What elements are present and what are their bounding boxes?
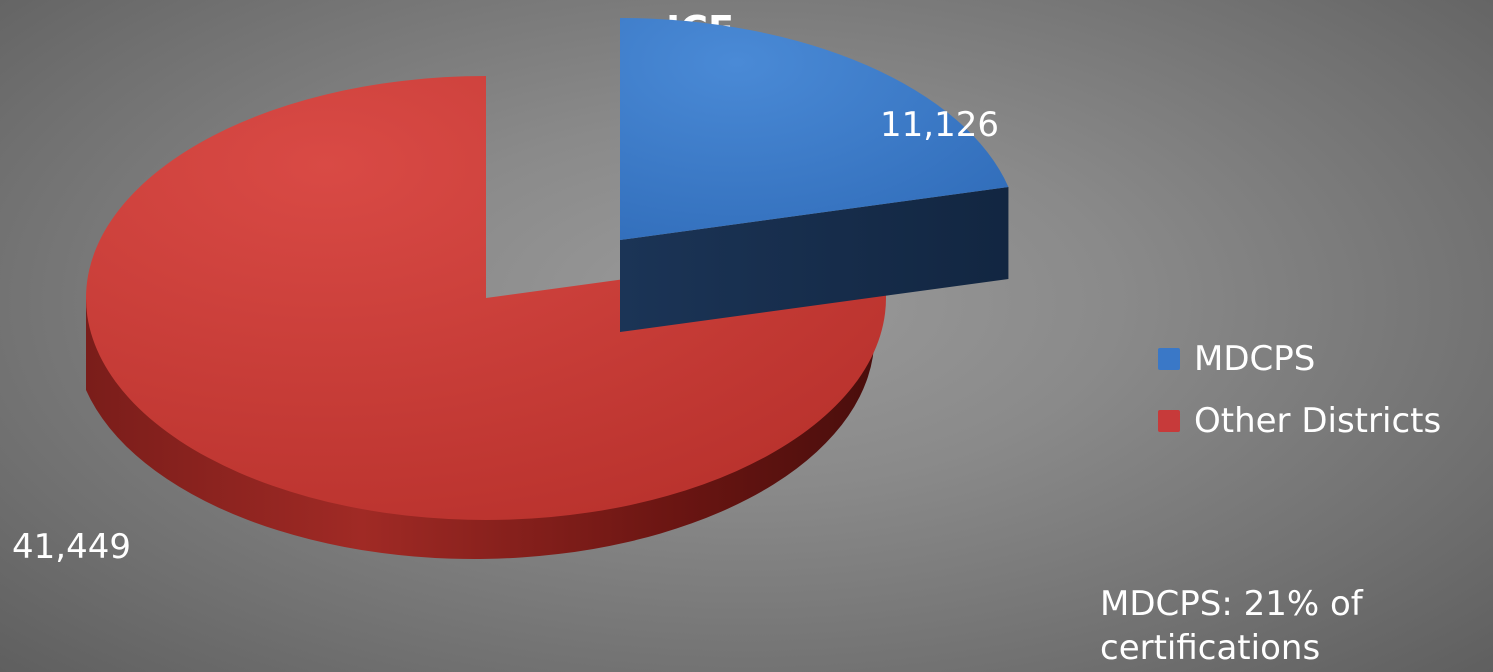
legend-swatch-mdcps bbox=[1158, 348, 1180, 370]
slice-mdcps bbox=[620, 18, 1009, 240]
legend-label-other-districts: Other Districts bbox=[1194, 401, 1442, 441]
legend-label-mdcps: MDCPS bbox=[1194, 339, 1316, 379]
slice-other-districts bbox=[86, 76, 887, 520]
data-label-other-districts: 41,449 bbox=[12, 527, 131, 567]
data-label-mdcps: 11,126 bbox=[880, 105, 999, 145]
legend-item-other-districts: Other Districts bbox=[1158, 390, 1441, 452]
legend-swatch-other-districts bbox=[1158, 410, 1180, 432]
annotation-note: MDCPS: 21% of certifications bbox=[1100, 584, 1363, 668]
legend: MDCPS Other Districts bbox=[1158, 328, 1441, 452]
legend-item-mdcps: MDCPS bbox=[1158, 328, 1441, 390]
slice-side-mdcps bbox=[620, 186, 1009, 332]
